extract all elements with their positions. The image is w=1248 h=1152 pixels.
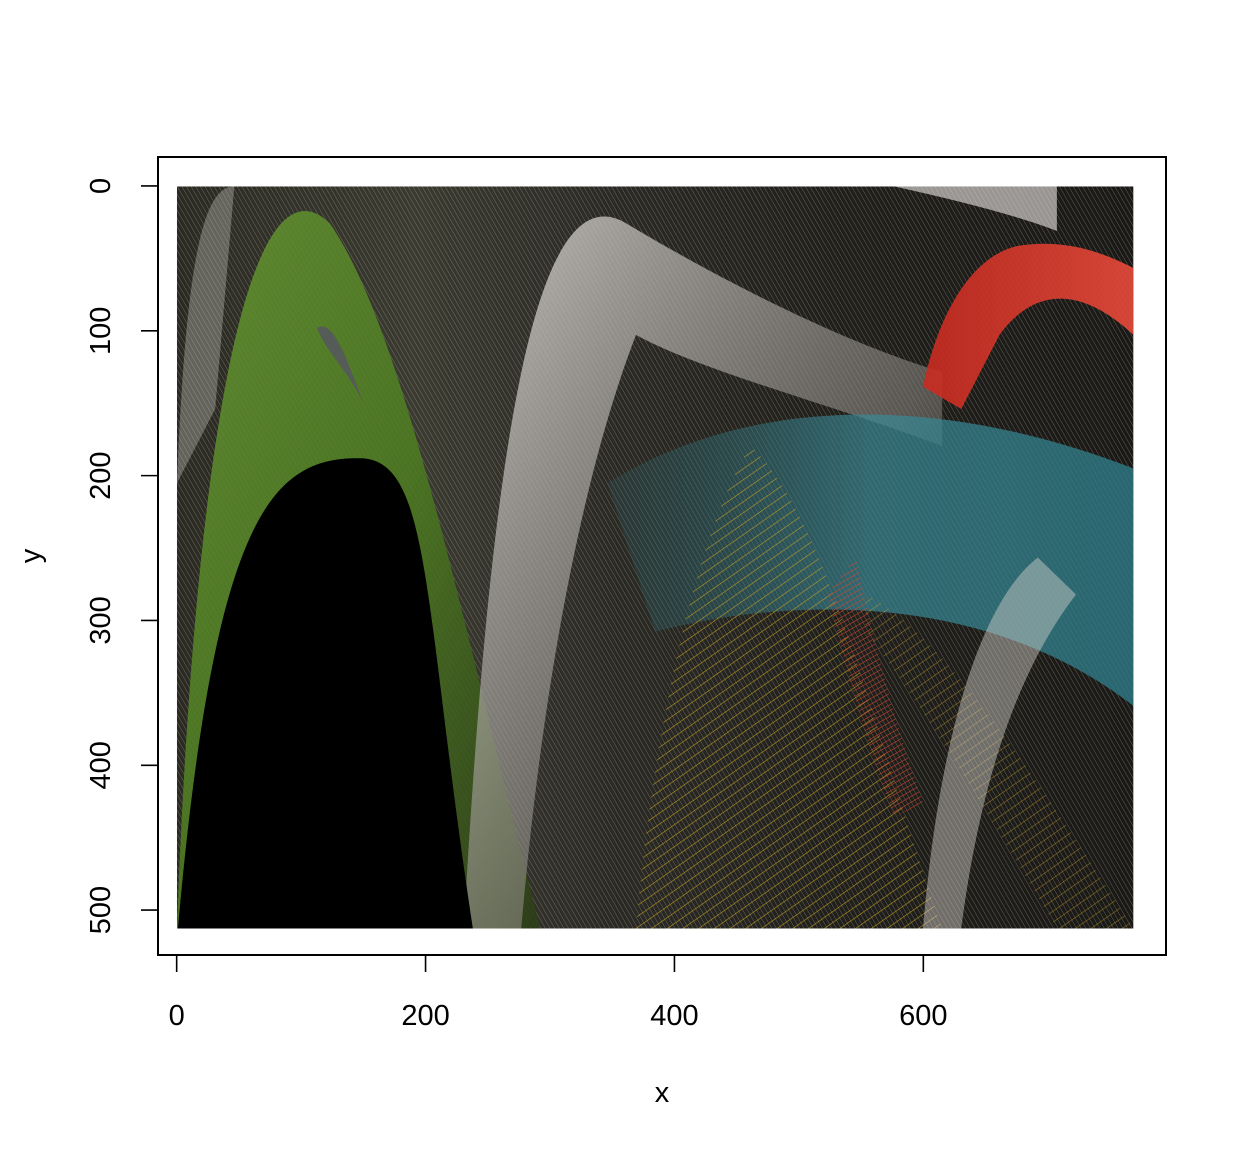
x-axis-title: x bbox=[655, 1077, 670, 1109]
y-axis-title: y bbox=[15, 548, 47, 563]
y-tick-label: 300 bbox=[85, 596, 117, 644]
droplet-shape bbox=[317, 326, 364, 404]
silver-arch bbox=[463, 216, 943, 929]
y-tick-label: 100 bbox=[85, 307, 117, 355]
x-tick-label: 200 bbox=[401, 1000, 449, 1032]
y-tick-label: 0 bbox=[85, 178, 117, 194]
silver-arch-right bbox=[922, 557, 1077, 929]
x-axis: 0 200 400 600 bbox=[169, 954, 948, 1032]
black-region bbox=[177, 458, 473, 929]
silver-edge-left bbox=[176, 186, 235, 484]
gold-hatch bbox=[636, 446, 943, 929]
y-tick-label: 200 bbox=[85, 451, 117, 499]
silver-top-right bbox=[894, 186, 1057, 231]
x-tick-label: 0 bbox=[169, 1000, 185, 1032]
y-tick-label: 400 bbox=[85, 741, 117, 789]
red-band-top bbox=[922, 243, 1134, 410]
y-tick-label: 500 bbox=[85, 886, 117, 934]
raster-image bbox=[176, 186, 1134, 929]
x-tick-label: 600 bbox=[899, 1000, 947, 1032]
y-axis: 0 100 200 300 400 500 bbox=[85, 178, 159, 934]
x-tick-label: 400 bbox=[650, 1000, 698, 1032]
red-band-diagonal bbox=[827, 557, 923, 818]
gold-hatch-right bbox=[865, 594, 1134, 929]
